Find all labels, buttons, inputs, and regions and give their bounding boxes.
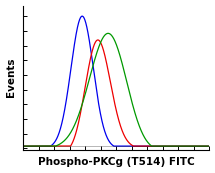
Y-axis label: Events: Events — [6, 58, 15, 97]
X-axis label: Phospho-PKCg (T514) FITC: Phospho-PKCg (T514) FITC — [38, 157, 195, 167]
